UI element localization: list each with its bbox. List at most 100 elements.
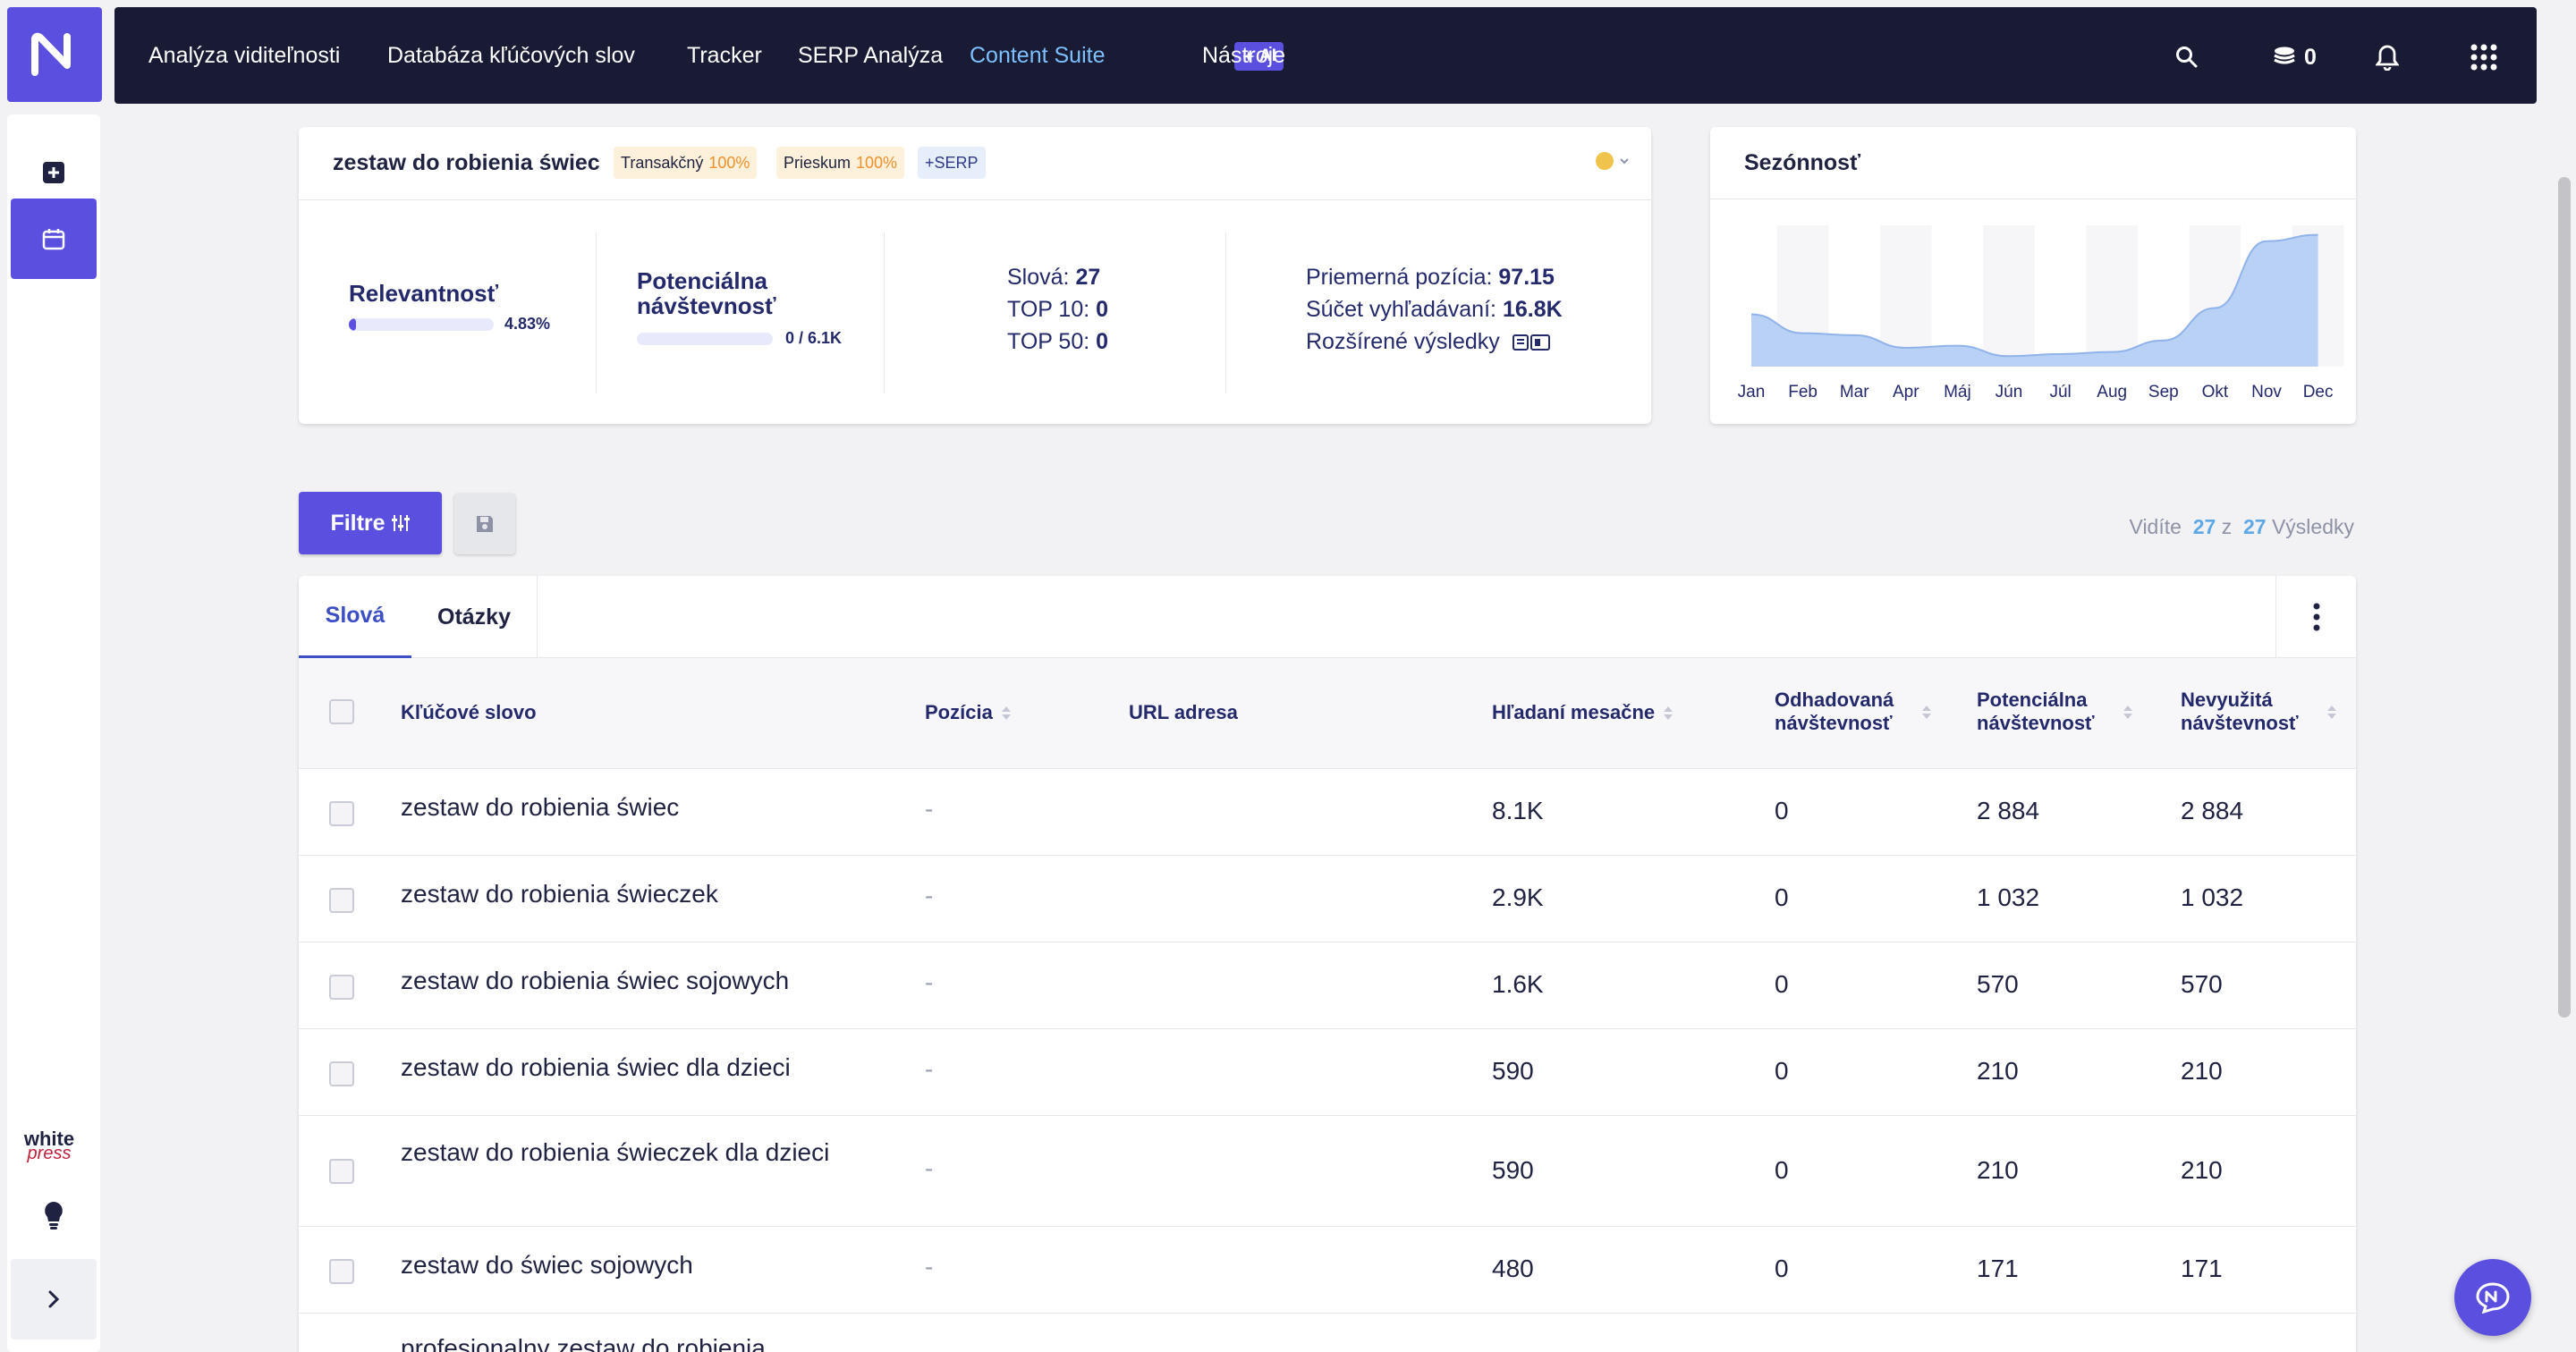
table-row[interactable]: zestaw do świec sojowych - 480 0 171 171 bbox=[299, 1227, 2356, 1314]
sparkle-icon bbox=[1242, 50, 1255, 63]
seasonality-card: Sezónnosť Jan Feb Mar Apr Máj Jún Júl Aug Sep Okt… bbox=[1710, 127, 2356, 424]
estimated-cell: 0 bbox=[1775, 797, 1789, 824]
table-row[interactable]: zestaw do robienia świec sojowych - 1.6K… bbox=[299, 942, 2356, 1029]
col-unused-traffic[interactable]: Nevyužitá návštevnosť bbox=[2181, 689, 2336, 735]
serp-features-icon[interactable] bbox=[1512, 333, 1551, 352]
table-options-button[interactable] bbox=[2275, 576, 2356, 658]
table-row[interactable]: zestaw do robienia świeczek - 2.9K 0 1 0… bbox=[299, 856, 2356, 942]
sort-icon bbox=[2326, 705, 2336, 719]
monthly-cell: 8.1K bbox=[1492, 797, 1544, 824]
calendar-button[interactable] bbox=[11, 199, 97, 279]
keyword-cell[interactable]: zestaw do robienia świec bbox=[401, 793, 680, 821]
relevance-label: Relevantnosť bbox=[349, 280, 499, 307]
keyword-cell[interactable]: zestaw do robienia świeczek bbox=[401, 880, 718, 908]
row-checkbox[interactable] bbox=[329, 1159, 354, 1184]
add-project-button[interactable] bbox=[7, 132, 100, 213]
chat-icon bbox=[2476, 1282, 2510, 1314]
month-tick-label: Júl bbox=[2049, 383, 2071, 401]
seasonality-point-Jún[interactable] bbox=[2006, 353, 2012, 359]
sort-icon bbox=[1001, 706, 1011, 720]
seasonality-point-Sep[interactable] bbox=[2161, 338, 2166, 343]
keyword-cell[interactable]: profesjonalny zestaw do robienia bbox=[401, 1334, 766, 1352]
nav-tools[interactable]: Nástroje bbox=[1202, 43, 1286, 68]
filter-button[interactable]: Filtre bbox=[299, 492, 442, 554]
nav-tracker[interactable]: Tracker bbox=[687, 43, 762, 68]
search-button[interactable] bbox=[2175, 39, 2199, 75]
seasonality-point-Aug[interactable] bbox=[2109, 350, 2114, 355]
unused-cell: 1 032 bbox=[2181, 883, 2244, 911]
monthly-cell: 480 bbox=[1492, 1255, 1534, 1282]
nav-visibility-analysis[interactable]: Analýza viditeľnosti bbox=[148, 43, 341, 68]
month-tick-label: Feb bbox=[1788, 383, 1818, 401]
app-logo[interactable] bbox=[7, 7, 102, 102]
nav-keyword-database[interactable]: Databáza kľúčových slov bbox=[387, 43, 635, 68]
serp-tag[interactable]: +SERP bbox=[918, 147, 986, 179]
notifications-button[interactable] bbox=[2376, 39, 2399, 75]
whitepress-logo[interactable]: white press bbox=[23, 1128, 75, 1163]
col-keyword[interactable]: Kľúčové slovo bbox=[401, 701, 537, 723]
tab-questions[interactable]: Otázky bbox=[437, 604, 511, 630]
potential-cell: 2 884 bbox=[1977, 797, 2040, 824]
seasonality-point-Jan[interactable] bbox=[1749, 312, 1754, 317]
keyword-cell[interactable]: zestaw do robienia świec sojowych bbox=[401, 967, 790, 994]
tips-button[interactable] bbox=[7, 1175, 100, 1255]
sort-icon bbox=[1664, 706, 1674, 720]
divider bbox=[884, 232, 885, 393]
page-scrollbar[interactable] bbox=[2558, 177, 2571, 1018]
seasonality-point-Apr[interactable] bbox=[1903, 345, 1909, 351]
row-checkbox[interactable] bbox=[329, 801, 354, 826]
table-row[interactable]: zestaw do robienia świec dla dzieci - 59… bbox=[299, 1029, 2356, 1116]
relevance-bar-fill bbox=[349, 318, 356, 331]
search-icon bbox=[2176, 46, 2198, 68]
extended-results-stat: Rozšírené výsledky bbox=[1306, 329, 1551, 355]
keyword-summary-header: zestaw do robienia świec Transakčný 100% … bbox=[299, 127, 1651, 200]
table-row[interactable]: profesjonalny zestaw do robienia bbox=[299, 1314, 2356, 1352]
sidebar: white press bbox=[7, 114, 100, 1352]
seasonality-chart: Jan Feb Mar Apr Máj Jún Júl Aug Sep Okt Nov Dec bbox=[1738, 225, 2344, 401]
apps-menu-button[interactable] bbox=[2470, 39, 2497, 75]
keyword-cell[interactable]: zestaw do robienia świec dla dzieci bbox=[401, 1053, 791, 1081]
col-monthly-searches[interactable]: Hľadaní mesačne bbox=[1492, 701, 1674, 724]
month-tick-label: Aug bbox=[2097, 383, 2127, 401]
select-all-checkbox[interactable] bbox=[329, 699, 354, 724]
words-stat: Slová: 27 bbox=[1007, 265, 1101, 290]
expand-sidebar-button[interactable] bbox=[11, 1259, 97, 1339]
results-count: Vidíte 27 z 27 Výsledky bbox=[2129, 515, 2354, 538]
seasonality-point-Júl[interactable] bbox=[2058, 351, 2063, 357]
col-estimated-traffic[interactable]: Odhadovaná návštevnosť bbox=[1775, 689, 1932, 735]
month-tick-label: Apr bbox=[1893, 383, 1919, 401]
row-checkbox[interactable] bbox=[329, 975, 354, 1000]
seasonality-point-Okt[interactable] bbox=[2212, 306, 2217, 311]
seasonality-point-Feb[interactable] bbox=[1801, 331, 1806, 336]
keyword-cell[interactable]: zestaw do świec sojowych bbox=[401, 1251, 693, 1279]
position-cell: - bbox=[925, 882, 934, 909]
credits-button[interactable]: 0 bbox=[2272, 39, 2317, 75]
nav-content-suite[interactable]: Content Suite bbox=[970, 43, 1106, 68]
tab-words[interactable]: Slová bbox=[299, 576, 411, 658]
row-checkbox[interactable] bbox=[329, 1259, 354, 1284]
tab-bar: Slová Otázky bbox=[299, 576, 2356, 658]
unused-cell: 210 bbox=[2181, 1057, 2223, 1085]
table-row[interactable]: zestaw do robienia świeczek dla dzieci -… bbox=[299, 1116, 2356, 1227]
col-potential-traffic[interactable]: Potenciálna návštevnosť bbox=[1977, 689, 2132, 735]
n-logo-icon bbox=[31, 32, 71, 76]
month-tick-label: Nov bbox=[2251, 383, 2282, 401]
seasonality-point-Mar[interactable] bbox=[1852, 333, 1857, 338]
difficulty-dropdown[interactable] bbox=[1596, 152, 1630, 170]
keyword-cell[interactable]: zestaw do robienia świeczek dla dzieci bbox=[401, 1138, 830, 1166]
seasonality-point-Nov[interactable] bbox=[2264, 239, 2269, 244]
credit-count: 0 bbox=[2304, 44, 2317, 70]
table-row[interactable]: zestaw do robienia świec - 8.1K 0 2 884 … bbox=[299, 769, 2356, 856]
seasonality-point-Dec[interactable] bbox=[2316, 232, 2321, 238]
estimated-cell: 0 bbox=[1775, 970, 1789, 998]
seasonality-line bbox=[1750, 233, 2318, 358]
col-position[interactable]: Pozícia bbox=[925, 701, 1011, 724]
potential-cell: 1 032 bbox=[1977, 883, 2040, 911]
table-header: Kľúčové slovo Pozícia URL adresa Hľadaní… bbox=[299, 658, 2356, 769]
seasonality-point-Máj[interactable] bbox=[1954, 343, 1960, 349]
save-filter-button[interactable] bbox=[454, 494, 515, 554]
nav-serp-analysis[interactable]: SERP Analýza bbox=[798, 43, 944, 68]
row-checkbox[interactable] bbox=[329, 1061, 354, 1086]
chat-support-button[interactable] bbox=[2454, 1259, 2531, 1336]
row-checkbox[interactable] bbox=[329, 888, 354, 913]
